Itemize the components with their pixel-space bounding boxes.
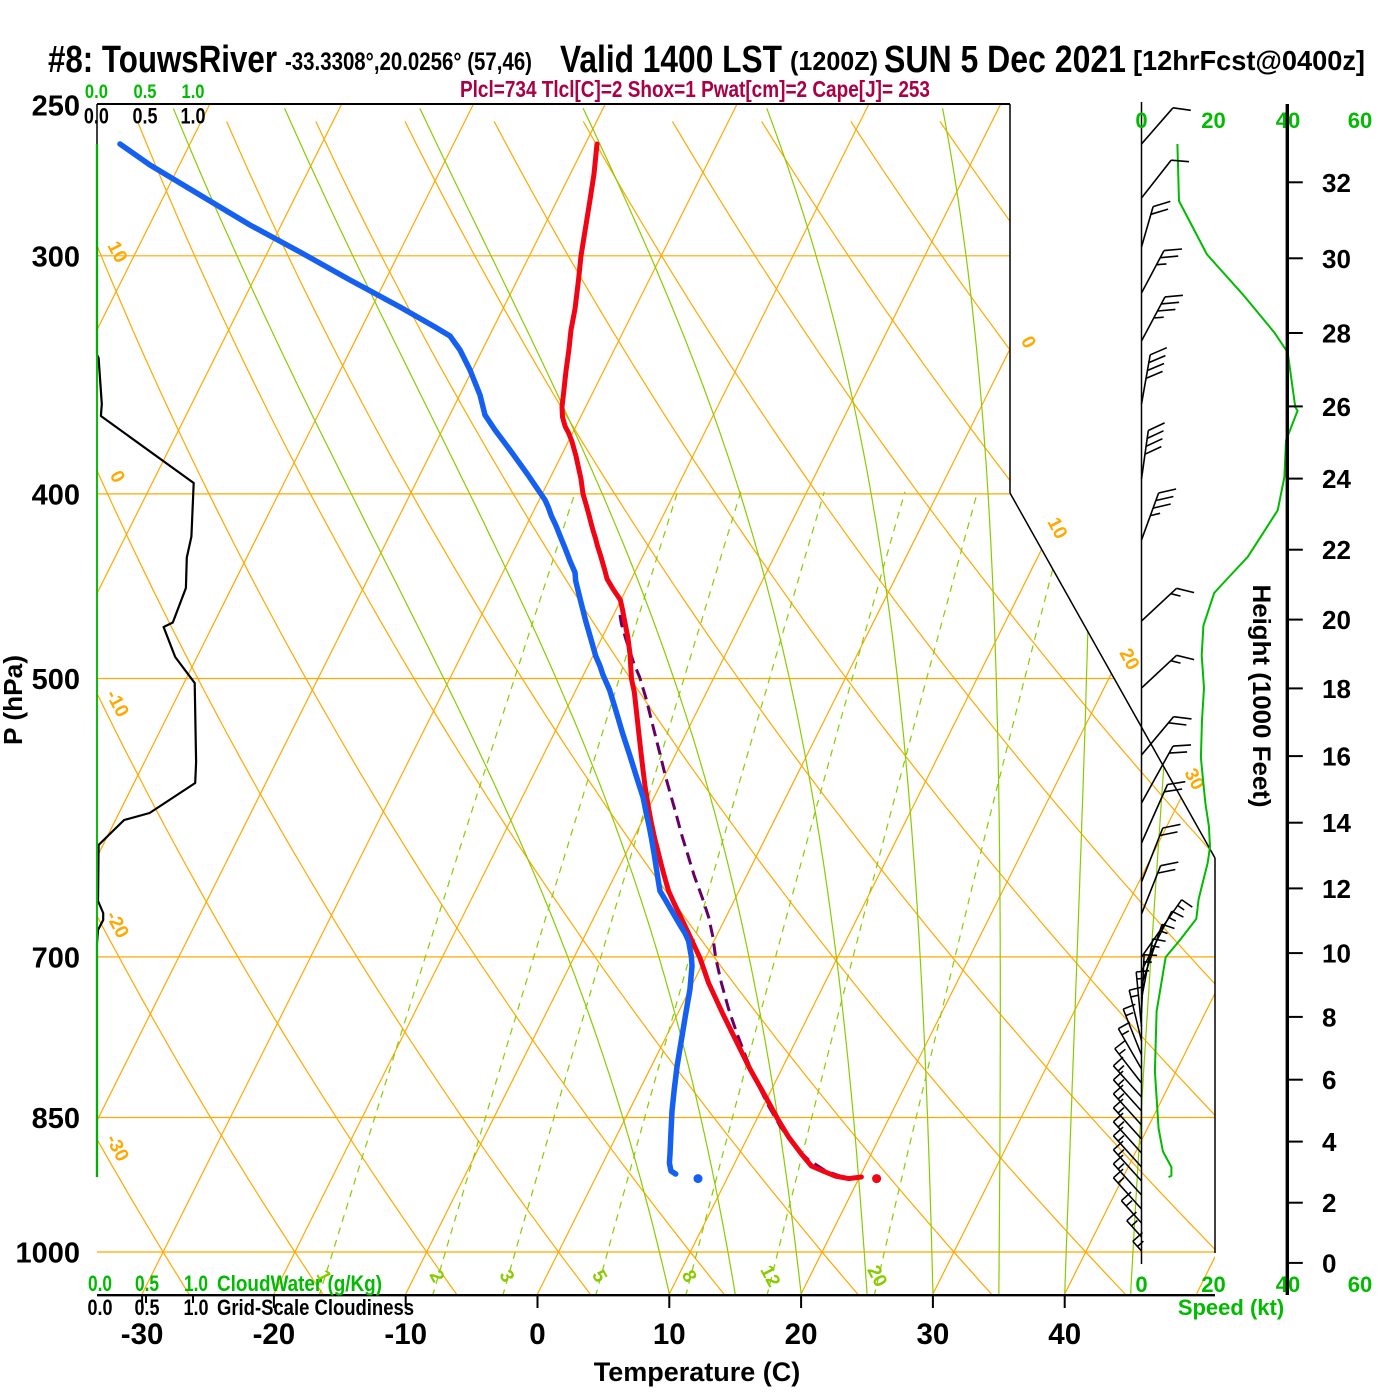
- svg-text:[12hrFcst@0400z]: [12hrFcst@0400z]: [1133, 45, 1365, 76]
- svg-text:1.0: 1.0: [184, 1295, 209, 1320]
- svg-text:32: 32: [1322, 168, 1351, 198]
- svg-text:60: 60: [1348, 108, 1372, 133]
- svg-text:28: 28: [1322, 319, 1351, 349]
- svg-text:-20: -20: [253, 1318, 296, 1351]
- svg-text:20: 20: [1322, 605, 1351, 635]
- svg-text:Temperature (C): Temperature (C): [594, 1357, 801, 1387]
- svg-text:300: 300: [32, 241, 80, 273]
- svg-text:0: 0: [1135, 108, 1147, 133]
- svg-text:Plcl=734 Tlcl[C]=2 Shox=1 Pwat: Plcl=734 Tlcl[C]=2 Shox=1 Pwat[cm]=2 Cap…: [460, 76, 930, 102]
- svg-text:10: 10: [1322, 939, 1351, 969]
- svg-text:0: 0: [1322, 1248, 1336, 1278]
- svg-text:20: 20: [1201, 1272, 1225, 1297]
- svg-text:8: 8: [1322, 1002, 1336, 1032]
- svg-text:22: 22: [1322, 535, 1351, 565]
- svg-text:0.0: 0.0: [84, 104, 109, 129]
- svg-text:400: 400: [32, 479, 80, 511]
- svg-text:0: 0: [1135, 1272, 1147, 1297]
- svg-text:30: 30: [1322, 244, 1351, 274]
- svg-text:Speed (kt): Speed (kt): [1178, 1295, 1284, 1320]
- svg-text:10: 10: [653, 1318, 686, 1351]
- svg-text:#8: TouwsRiver: #8: TouwsRiver: [48, 39, 277, 81]
- svg-text:16: 16: [1322, 742, 1351, 772]
- svg-text:250: 250: [32, 91, 80, 123]
- svg-text:-33.3308°,20.0256° (57,46): -33.3308°,20.0256° (57,46): [285, 48, 532, 76]
- svg-text:0.5: 0.5: [134, 81, 157, 103]
- svg-text:30: 30: [916, 1318, 949, 1351]
- svg-text:2: 2: [1322, 1188, 1336, 1218]
- svg-text:0.5: 0.5: [135, 1295, 160, 1320]
- svg-text:1.0: 1.0: [184, 1271, 208, 1296]
- svg-text:SUN 5 Dec 2021: SUN 5 Dec 2021: [884, 39, 1126, 81]
- svg-text:1.0: 1.0: [181, 104, 206, 129]
- svg-text:700: 700: [32, 942, 80, 974]
- svg-text:1000: 1000: [15, 1238, 80, 1270]
- svg-text:Grid-Scale Cloudiness: Grid-Scale Cloudiness: [217, 1295, 414, 1320]
- svg-text:0.0: 0.0: [88, 1295, 113, 1320]
- svg-text:(1200Z): (1200Z): [790, 46, 878, 76]
- svg-text:6: 6: [1322, 1065, 1336, 1095]
- svg-text:0.0: 0.0: [88, 1271, 112, 1296]
- svg-text:Height (1000 Feet): Height (1000 Feet): [1247, 585, 1275, 808]
- svg-text:14: 14: [1322, 808, 1351, 838]
- svg-text:0.5: 0.5: [133, 104, 158, 129]
- svg-text:CloudWater (g/Kg): CloudWater (g/Kg): [217, 1271, 382, 1296]
- svg-text:0: 0: [529, 1318, 545, 1351]
- svg-text:60: 60: [1348, 1272, 1372, 1297]
- svg-text:850: 850: [32, 1103, 80, 1135]
- svg-text:0.5: 0.5: [135, 1271, 159, 1296]
- svg-text:20: 20: [1201, 108, 1225, 133]
- svg-text:40: 40: [1048, 1318, 1081, 1351]
- svg-text:24: 24: [1322, 464, 1351, 494]
- svg-text:Valid 1400 LST: Valid 1400 LST: [560, 39, 782, 81]
- svg-text:26: 26: [1322, 392, 1351, 422]
- svg-text:-10: -10: [384, 1318, 427, 1351]
- svg-text:12: 12: [1322, 874, 1351, 904]
- svg-text:1.0: 1.0: [182, 81, 205, 103]
- svg-text:-30: -30: [121, 1318, 164, 1351]
- svg-text:4: 4: [1322, 1127, 1337, 1157]
- svg-text:18: 18: [1322, 674, 1351, 704]
- svg-text:500: 500: [32, 664, 80, 696]
- svg-text:0.0: 0.0: [85, 81, 108, 103]
- svg-text:P (hPa): P (hPa): [0, 655, 28, 745]
- svg-text:20: 20: [785, 1318, 818, 1351]
